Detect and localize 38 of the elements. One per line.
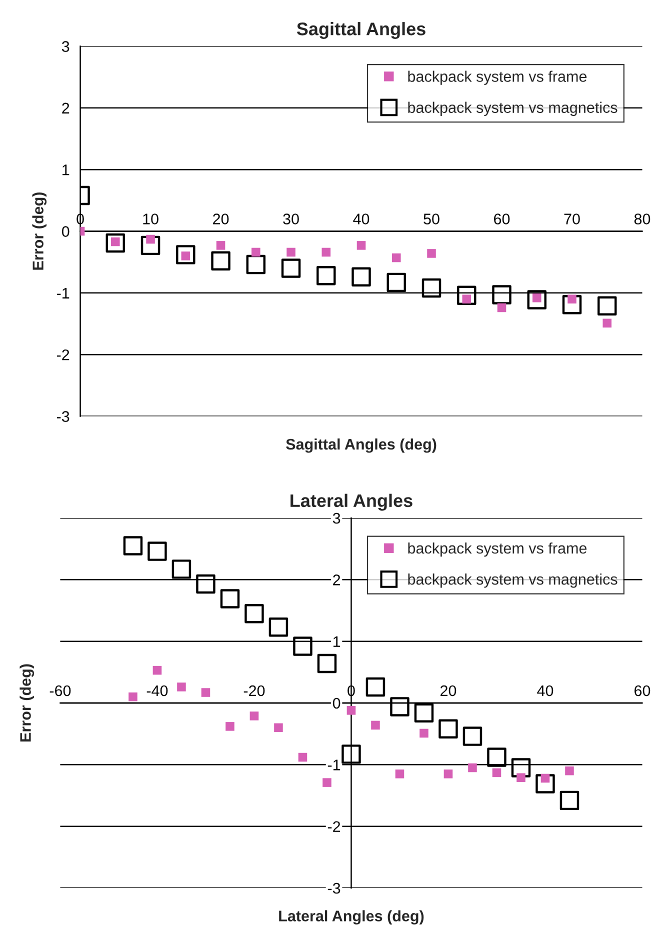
y-axis-title: Error (deg) bbox=[32, 192, 47, 270]
x-tick-label: 30 bbox=[283, 214, 299, 224]
x-tick-label: 40 bbox=[353, 214, 370, 224]
x-tick-label: 80 bbox=[634, 214, 650, 224]
x-tick-label: 20 bbox=[213, 214, 229, 224]
y-tick-label: -1 bbox=[328, 760, 340, 770]
chart-title: Lateral Angles bbox=[290, 494, 412, 511]
x-axis-title: Lateral Angles (deg) bbox=[279, 910, 424, 925]
x-tick-label: -20 bbox=[244, 685, 265, 696]
legend-label: backpack system vs magnetics bbox=[408, 573, 618, 588]
y-tick-label: 1 bbox=[333, 636, 340, 647]
x-tick-label: 10 bbox=[143, 214, 158, 224]
x-tick-label: 70 bbox=[564, 214, 580, 224]
y-tick-label: 3 bbox=[62, 41, 70, 52]
y-tick-label: 0 bbox=[332, 698, 340, 709]
chart-title: Sagittal Angles bbox=[296, 22, 426, 39]
x-tick-label: 60 bbox=[634, 685, 650, 696]
y-tick-label: 2 bbox=[333, 574, 340, 586]
y-tick-label: 2 bbox=[62, 102, 70, 114]
x-tick-label: 40 bbox=[537, 685, 554, 696]
y-tick-label: 0 bbox=[62, 226, 70, 237]
x-tick-label: 20 bbox=[440, 685, 456, 696]
x-tick-label: -40 bbox=[146, 685, 168, 696]
x-axis-title: Sagittal Angles (deg) bbox=[286, 438, 436, 453]
x-tick-label: 60 bbox=[494, 214, 510, 224]
y-tick-label: 1 bbox=[62, 164, 70, 176]
y-tick-label: -2 bbox=[56, 349, 70, 360]
x-tick-label: 50 bbox=[424, 214, 440, 224]
y-tick-label: -1 bbox=[56, 288, 70, 298]
legend-label: backpack system vs frame bbox=[408, 70, 587, 85]
y-tick-label: -2 bbox=[328, 821, 340, 832]
y-axis-title: Error (deg) bbox=[20, 664, 34, 742]
legend-label: backpack system vs magnetics bbox=[408, 102, 618, 116]
y-tick-label: 3 bbox=[332, 512, 340, 524]
y-tick-label: -3 bbox=[56, 411, 70, 422]
y-tick-label: -3 bbox=[328, 882, 340, 894]
legend-label: backpack system vs frame bbox=[408, 542, 587, 557]
x-tick-label: -60 bbox=[50, 685, 71, 696]
